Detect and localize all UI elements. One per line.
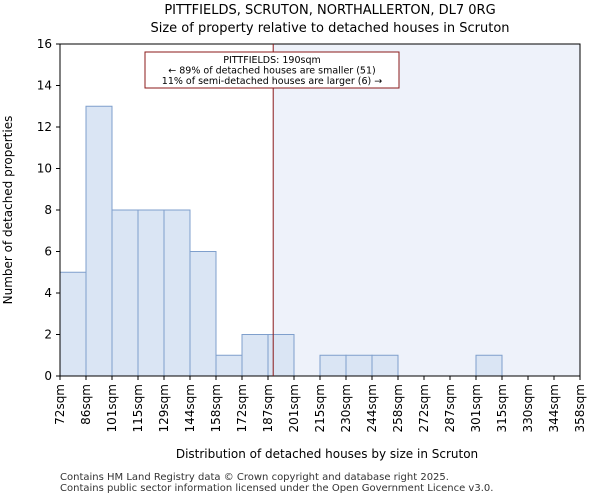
y-tick-label: 4 [44,286,52,300]
bar-187sqm [267,334,295,377]
x-tick-label: 158sqm [209,384,223,432]
x-tick-label: 230sqm [339,384,353,432]
y-tick-label: 8 [44,203,52,217]
x-tick-label: 144sqm [183,384,197,432]
chart-subtitle: Size of property relative to detached ho… [150,21,509,36]
x-tick-label: 344sqm [547,384,561,432]
y-tick-label: 2 [44,328,52,342]
x-tick-label: 315sqm [495,384,509,432]
x-tick-label: 187sqm [261,384,275,432]
x-tick-label: 358sqm [573,384,587,432]
bar-144sqm [189,251,217,377]
x-tick-label: 244sqm [365,384,379,432]
x-tick-label: 115sqm [131,384,145,432]
x-tick-label: 201sqm [287,384,301,432]
x-tick-label: 258sqm [391,384,405,432]
y-tick-label: 6 [44,245,52,259]
y-tick-label: 14 [37,79,52,93]
annotation-line-1: PITTFIELDS: 190sqm [223,55,320,66]
y-tick-label: 10 [37,162,52,176]
bar-301sqm [475,354,503,377]
x-tick-label: 301sqm [469,384,483,432]
bar-158sqm [215,354,243,377]
bar-172sqm [241,334,269,377]
shaded-region [273,44,580,376]
x-axis-label: Distribution of detached houses by size … [176,447,478,461]
bar-101sqm [111,209,139,377]
x-tick-label: 215sqm [313,384,327,432]
footer-line-2: Contains public sector information licen… [60,483,494,494]
bar-115sqm [137,209,165,377]
x-tick-label: 272sqm [417,384,431,432]
bar-215sqm [319,354,347,377]
bar-129sqm [163,209,191,377]
x-tick-label: 129sqm [157,384,171,432]
x-tick-label: 86sqm [79,384,93,425]
x-tick-label: 172sqm [235,384,249,432]
y-axis-label: Number of detached properties [1,116,15,305]
x-tick-label: 287sqm [443,384,457,432]
y-tick-label: 16 [37,37,52,51]
bar-72sqm [59,271,87,377]
chart-title: PITTFIELDS, SCRUTON, NORTHALLERTON, DL7 … [164,3,495,18]
plot-frame [59,43,581,377]
annotation-line-2: ← 89% of detached houses are smaller (51… [168,66,375,77]
y-tick-label: 0 [44,369,52,383]
x-tick-label: 330sqm [521,384,535,432]
annotation-box [144,51,400,89]
x-tick-label: 72sqm [53,384,67,425]
annotation-line-3: 11% of semi-detached houses are larger (… [162,76,382,87]
y-tick-label: 12 [37,120,52,134]
x-tick-label: 101sqm [105,384,119,432]
bar-86sqm [85,105,113,377]
footer-line-1: Contains HM Land Registry data © Crown c… [60,472,449,483]
bar-230sqm [345,354,373,377]
bar-244sqm [371,354,399,377]
